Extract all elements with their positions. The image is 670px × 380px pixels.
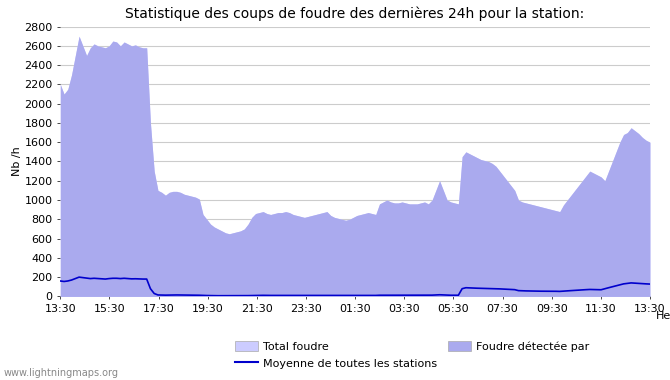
Legend: Total foudre, Moyenne de toutes les stations, Foudre détectée par: Total foudre, Moyenne de toutes les stat…: [231, 337, 594, 373]
Text: www.lightningmaps.org: www.lightningmaps.org: [3, 368, 119, 378]
X-axis label: Heure: Heure: [656, 311, 670, 321]
Y-axis label: Nb /h: Nb /h: [11, 147, 21, 176]
Title: Statistique des coups de foudre des dernières 24h pour la station:: Statistique des coups de foudre des dern…: [125, 7, 585, 21]
